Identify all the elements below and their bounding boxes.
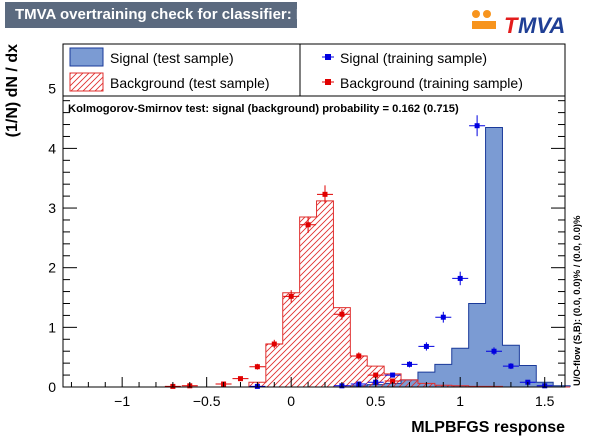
y-tick-label: 1 [48,319,56,335]
legend-background-train-label: Background (training sample) [340,75,523,91]
plot-title: TMVA overtraining check for classifier: … [15,6,370,23]
legend-signal-test-label: Signal (test sample) [110,50,234,66]
signal-train-point [486,347,503,356]
logo-bar [472,21,496,29]
signal-train-point [469,115,486,137]
tmva-logo: T MVA [472,10,565,38]
signal-train-point [401,361,418,368]
background-test-fill [63,200,571,387]
y-axis-label: (1/N) dN / dx [4,44,21,137]
signal-train-point [435,311,452,323]
title-banner: TMVA overtraining check for classifier: … [5,2,369,28]
signal-train-point [384,372,401,378]
background-train-point [300,216,317,233]
legend: Signal (test sample) Background (test sa… [62,43,566,97]
legend-background-test-swatch [69,72,104,92]
x-tick-label: 0 [287,393,295,409]
background-train-point [316,185,333,204]
x-tick-label: −0.5 [193,393,221,409]
logo-t-letter: T [504,13,519,38]
signal-train-point [502,363,519,370]
y-tick-label: 3 [48,200,56,216]
legend-background-train-marker [322,79,334,85]
background-train-point [350,352,367,360]
background-train-point [333,308,350,320]
logo-text: MVA [518,13,565,38]
legend-signal-test-swatch [69,47,104,67]
y-tick-label: 0 [48,379,56,395]
background-train-point [249,363,266,370]
legend-box-right [299,43,566,97]
y-tick-label: 4 [48,140,56,156]
x-tick-label: 0.5 [366,393,386,409]
x-axis-label: MLPBFGS response [411,419,565,436]
overflow-label: U/O-flow (S,B): (0.0, 0.0)% / (0.0, 0.0)… [572,215,583,386]
y-tick-label: 2 [48,260,56,276]
background-train-point [283,290,300,303]
signal-train-point [418,342,435,351]
ks-annotation: Kolmogorov-Smirnov test: signal (backgro… [68,103,459,115]
background-train-point [266,339,283,349]
logo-dot [472,10,480,18]
legend-background-test-label: Background (test sample) [110,75,270,91]
x-tick-label: −1 [114,393,130,409]
signal-train-point [452,271,469,286]
y-tick-label: 5 [48,81,56,97]
x-tick-label: 1.5 [535,393,555,409]
background-train-point [367,372,384,378]
legend-signal-train-label: Signal (training sample) [340,50,487,66]
x-tick-label: 1 [456,393,464,409]
legend-signal-train-marker [322,54,334,60]
background-train-point [232,376,249,382]
logo-dot [483,10,491,18]
